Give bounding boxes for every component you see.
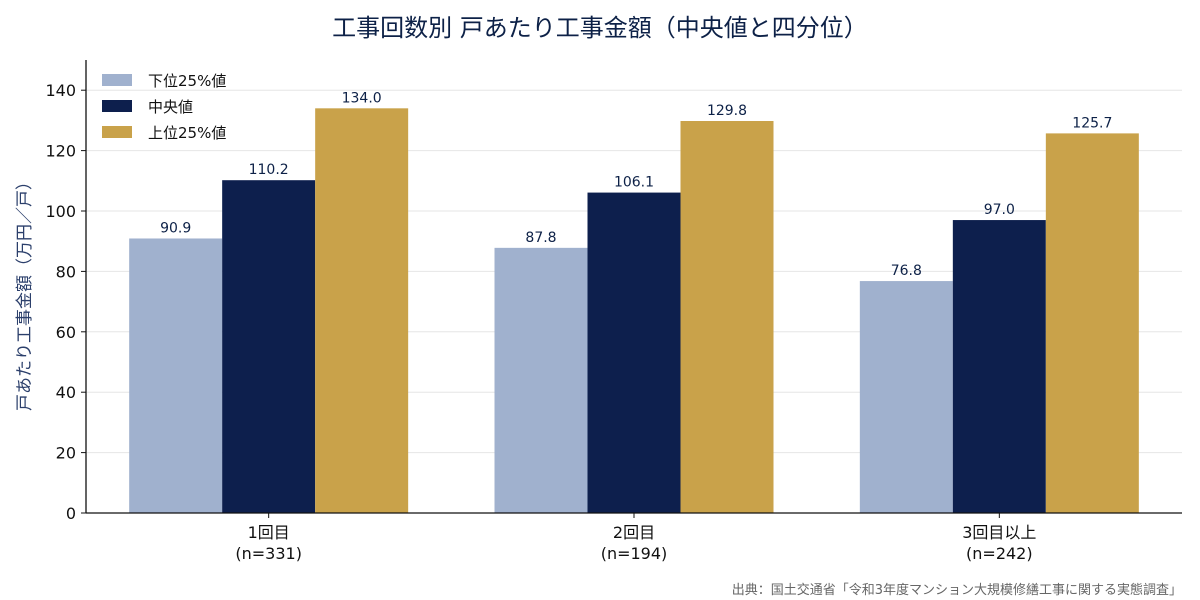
x-category-sample-size: (n=331) bbox=[235, 544, 302, 563]
x-category-label: 2回目 bbox=[613, 523, 655, 542]
bar bbox=[680, 121, 774, 513]
legend-label: 中央値 bbox=[148, 98, 193, 116]
legend-label: 上位25%値 bbox=[148, 124, 226, 142]
data-label: 90.9 bbox=[160, 220, 191, 236]
y-tick-label: 20 bbox=[56, 444, 76, 463]
bar bbox=[315, 108, 409, 513]
legend-label: 下位25%値 bbox=[148, 72, 226, 90]
data-label: 129.8 bbox=[707, 103, 747, 119]
bar bbox=[129, 238, 223, 513]
legend-swatch bbox=[102, 100, 132, 112]
bars-layer bbox=[129, 108, 1139, 514]
legend-swatch bbox=[102, 74, 132, 86]
data-label: 87.8 bbox=[525, 230, 556, 246]
source-note: 出典：国土交通省「令和3年度マンション大規模修繕工事に関する実態調査」 bbox=[732, 582, 1182, 598]
y-tick-label: 60 bbox=[56, 323, 76, 342]
data-label: 76.8 bbox=[891, 263, 922, 279]
bar bbox=[1045, 133, 1139, 514]
x-category-label: 3回目以上 bbox=[962, 523, 1036, 542]
data-label: 110.2 bbox=[249, 162, 289, 178]
y-tick-label: 100 bbox=[45, 202, 76, 221]
x-category-sample-size: (n=194) bbox=[601, 544, 668, 563]
data-label: 97.0 bbox=[984, 202, 1015, 218]
x-category-sample-size: (n=242) bbox=[966, 544, 1033, 563]
y-tick-label: 80 bbox=[56, 262, 76, 281]
data-label: 134.0 bbox=[342, 90, 382, 106]
bar bbox=[494, 247, 588, 513]
axes-layer: 0 20 40 60 80 100 120 140 1回目 (n=331) 2回目 (n=194) 3回… bbox=[45, 60, 1182, 563]
bar bbox=[222, 180, 316, 514]
x-category-label: 1回目 bbox=[248, 523, 290, 542]
y-tick-label: 40 bbox=[56, 383, 76, 402]
legend-swatch bbox=[102, 126, 132, 138]
y-tick-label: 120 bbox=[45, 142, 76, 161]
bar bbox=[952, 220, 1046, 513]
data-labels-layer: 90.9 110.2 134.0 87.8 106.1 129.8 76.8 97.0 125.… bbox=[160, 90, 1112, 279]
bar bbox=[587, 192, 681, 513]
y-tick-label: 0 bbox=[66, 504, 76, 523]
data-label: 125.7 bbox=[1072, 115, 1112, 131]
data-label: 106.1 bbox=[614, 175, 654, 191]
y-axis-label: 戸あたり工事金額（万円／戸） bbox=[15, 173, 35, 411]
y-tick-label: 140 bbox=[45, 81, 76, 100]
bar bbox=[859, 281, 953, 513]
chart-title: 工事回数別 戸あたり工事金額（中央値と四分位） bbox=[332, 14, 868, 42]
